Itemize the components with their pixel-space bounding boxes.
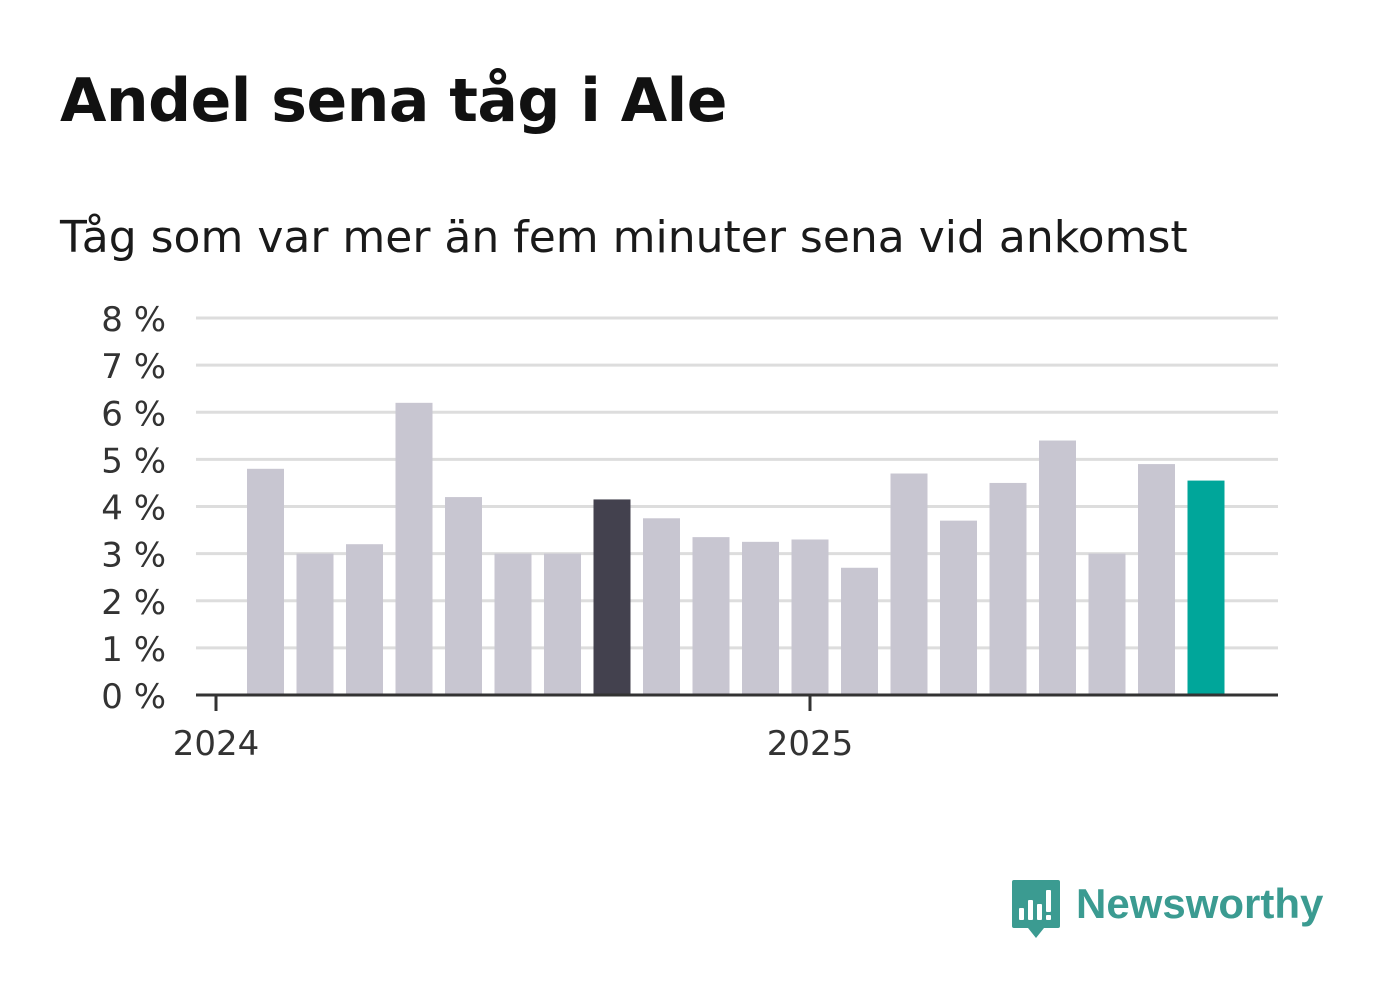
- y-tick-label: 8 %: [101, 300, 166, 340]
- newsworthy-logo: Newsworthy: [1010, 878, 1323, 942]
- bar: [989, 482, 1027, 695]
- bar: [742, 541, 779, 695]
- y-tick-label: 7 %: [101, 347, 166, 387]
- y-tick-label: 3 %: [101, 536, 166, 576]
- bar: [247, 468, 284, 695]
- bar: [395, 402, 433, 695]
- bar: [643, 518, 680, 695]
- newsworthy-logo-icon: [1012, 880, 1060, 938]
- bar: [890, 473, 928, 695]
- y-tick-label: 1 %: [101, 630, 166, 670]
- bar: [445, 497, 482, 695]
- logo-text: Newsworthy: [1076, 880, 1324, 927]
- bar: [544, 553, 581, 695]
- bar-latest: [1187, 480, 1225, 695]
- bar-chart: 0 % 1 % 2 % 3 % 4 % 5 % 6 % 7 % 8 % 2024 2025: [101, 300, 1278, 764]
- bar: [1039, 440, 1076, 695]
- x-tick-label: 2025: [767, 724, 854, 764]
- y-tick-label: 5 %: [101, 441, 166, 481]
- bar: [841, 567, 878, 695]
- bar: [346, 544, 383, 695]
- bar-highlight: [593, 499, 631, 695]
- bar: [1088, 553, 1126, 695]
- chart-subtitle: Tåg som var mer än fem minuter sena vid …: [60, 212, 1188, 263]
- bar: [940, 520, 977, 695]
- bar: [692, 537, 730, 695]
- y-tick-label: 2 %: [101, 583, 166, 623]
- chart-title: Andel sena tåg i Ale: [60, 66, 727, 136]
- bar: [791, 539, 829, 695]
- bar: [1138, 464, 1175, 695]
- bar: [494, 553, 532, 695]
- y-tick-label: 4 %: [101, 489, 166, 529]
- bar: [296, 553, 334, 695]
- y-tick-label: 0 %: [101, 677, 166, 717]
- x-tick-label: 2024: [173, 724, 260, 764]
- y-tick-label: 6 %: [101, 394, 166, 434]
